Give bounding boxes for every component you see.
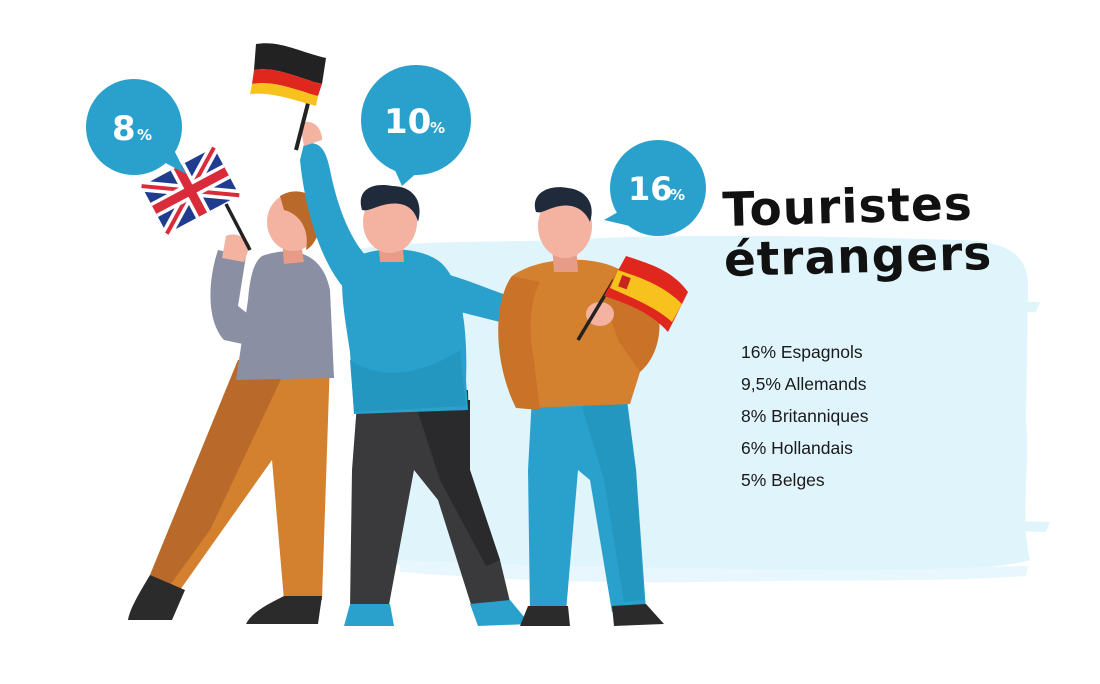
stat-item: 8% Britanniques <box>741 406 869 426</box>
stat-item: 16% Espagnols <box>741 342 863 362</box>
person-grey-shirt <box>128 191 334 624</box>
bubble-unit: % <box>430 119 445 137</box>
bubble-16-percent: 16 % <box>604 140 706 236</box>
stat-item: 6% Hollandais <box>741 438 853 458</box>
stat-item: 5% Belges <box>741 470 825 490</box>
bubble-unit: % <box>670 186 685 204</box>
germany-flag-icon <box>250 43 326 151</box>
spain-flag-icon <box>576 256 688 341</box>
bubble-number: 10 <box>384 102 431 142</box>
bubble-10-percent: 10 % <box>361 65 471 186</box>
title-line-2: étrangers <box>723 225 993 288</box>
uk-flag-icon <box>141 144 252 251</box>
person-blue-shirt <box>300 121 530 626</box>
stat-item: 9,5% Allemands <box>741 374 867 394</box>
bubble-8-percent: 8 % <box>86 79 186 175</box>
bubble-number: 8 <box>112 109 136 149</box>
stats-list: 16% Espagnols 9,5% Allemands 8% Britanni… <box>741 336 868 496</box>
infographic-title: Touristes étrangers <box>722 176 1025 288</box>
bubble-number: 16 <box>628 170 673 208</box>
bubble-unit: % <box>137 126 152 144</box>
